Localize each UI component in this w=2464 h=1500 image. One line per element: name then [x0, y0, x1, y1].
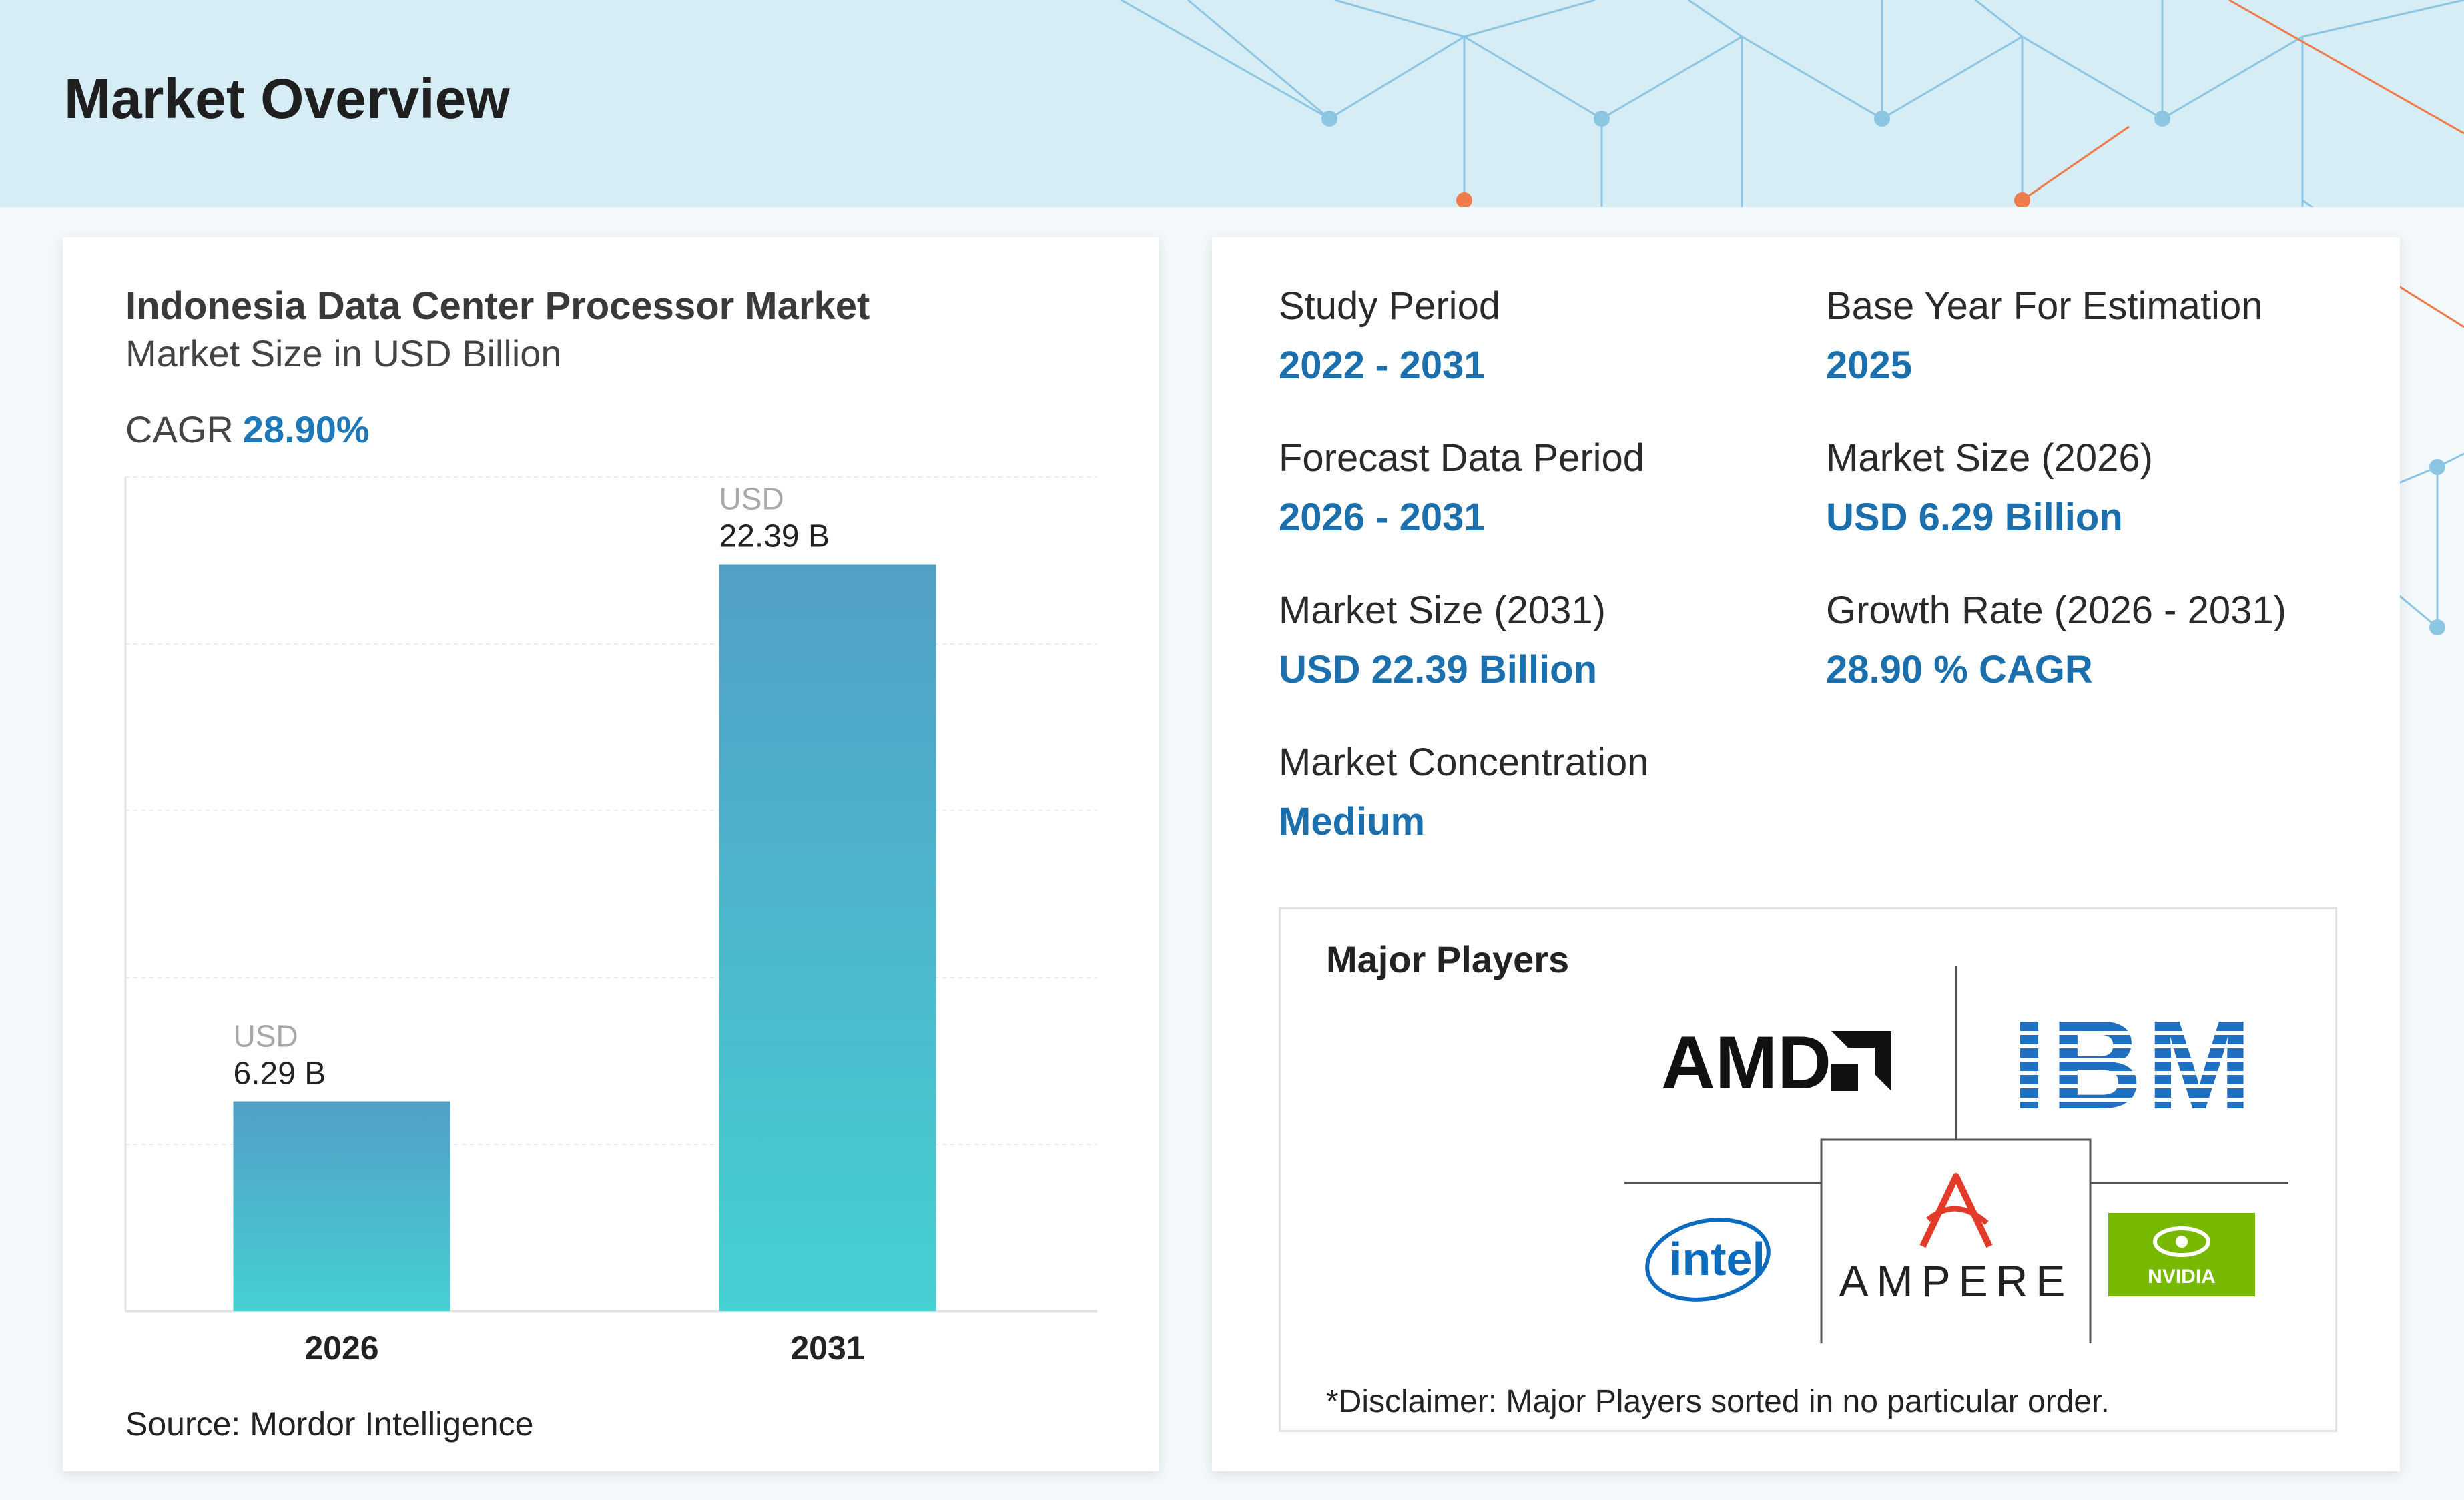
stat-value: USD 6.29 Billion [1826, 496, 2123, 539]
stat-label: Forecast Data Period [1279, 436, 1645, 480]
chart-subtitle: Market Size in USD Billion [125, 332, 562, 374]
logo-grid-lines [1624, 966, 2288, 1343]
x-tick-label: 2031 [790, 1329, 864, 1367]
stat-value: 2025 [1826, 344, 1913, 387]
stat-value: 2022 - 2031 [1279, 344, 1486, 387]
bar-2026 [233, 1101, 450, 1311]
side-network-decoration [2389, 279, 2464, 635]
ampere-logo: AMPERE [1839, 1173, 2074, 1306]
stat-base-year: Base Year For Estimation 2025 [1826, 284, 2262, 388]
bar-value-prefix: USD [234, 1019, 298, 1054]
stat-label: Market Concentration [1279, 741, 1649, 784]
stat-label: Growth Rate (2026 - 2031) [1826, 589, 2286, 632]
stat-market-concentration: Market Concentration Medium [1279, 740, 1648, 844]
x-tick-label: 2026 [304, 1329, 378, 1367]
amd-logo: AMD [1661, 1021, 1891, 1104]
stat-label: Study Period [1279, 284, 1501, 328]
stat-value: Medium [1279, 800, 1426, 843]
major-players-box: Major Players AMD IBM [1279, 907, 2337, 1432]
svg-text:AMPERE: AMPERE [1839, 1256, 2074, 1306]
svg-text:AMD: AMD [1661, 1021, 1831, 1104]
nvidia-logo: NVIDIA [2108, 1213, 2255, 1296]
cagr-label: CAGR [125, 408, 234, 450]
header-banner: Market Overview [0, 0, 2464, 207]
network-decoration [1121, 0, 2464, 207]
chart-title: Indonesia Data Center Processor Market [125, 284, 870, 328]
stat-growth-rate: Growth Rate (2026 - 2031) 28.90 % CAGR [1826, 588, 2286, 692]
stat-value: USD 22.39 Billion [1279, 648, 1598, 691]
cagr-value: 28.90% [242, 408, 370, 450]
ibm-logo: IBM [2001, 994, 2282, 1136]
players-logos: AMD IBM intel [1624, 966, 2288, 1343]
stat-label: Market Size (2031) [1279, 589, 1606, 632]
svg-text:IBM: IBM [2012, 994, 2256, 1136]
chart-source: Source: Mordor Intelligence [125, 1405, 534, 1443]
stat-market-size-2026: Market Size (2026) USD 6.29 Billion [1826, 436, 2153, 540]
bar-value-label: 22.39 B [719, 519, 830, 554]
stat-value: 2026 - 2031 [1279, 496, 1486, 539]
stat-label: Base Year For Estimation [1826, 284, 2263, 328]
bar-value-label: 6.29 B [234, 1056, 326, 1092]
stat-study-period: Study Period 2022 - 2031 [1279, 284, 1500, 388]
svg-text:intel: intel [1669, 1233, 1765, 1285]
stat-forecast-period: Forecast Data Period 2026 - 2031 [1279, 436, 1644, 540]
cagr: CAGR 28.90% [125, 408, 370, 451]
stat-value: 28.90 % CAGR [1826, 648, 2093, 691]
bar-value-prefix: USD [719, 482, 784, 516]
page-title: Market Overview [64, 67, 510, 130]
svg-text:NVIDIA: NVIDIA [2148, 1266, 2216, 1288]
stat-label: Market Size (2026) [1826, 436, 2153, 480]
players-disclaimer: *Disclaimer: Major Players sorted in no … [1326, 1384, 2110, 1419]
stats-card: Study Period 2022 - 2031 Base Year For E… [1212, 237, 2400, 1471]
bar-2031 [719, 564, 936, 1311]
players-title: Major Players [1326, 938, 1570, 980]
intel-logo: intel [1645, 1218, 1771, 1302]
stat-market-size-2031: Market Size (2031) USD 22.39 Billion [1279, 588, 1606, 692]
chart-card: Indonesia Data Center Processor Market M… [63, 237, 1159, 1471]
